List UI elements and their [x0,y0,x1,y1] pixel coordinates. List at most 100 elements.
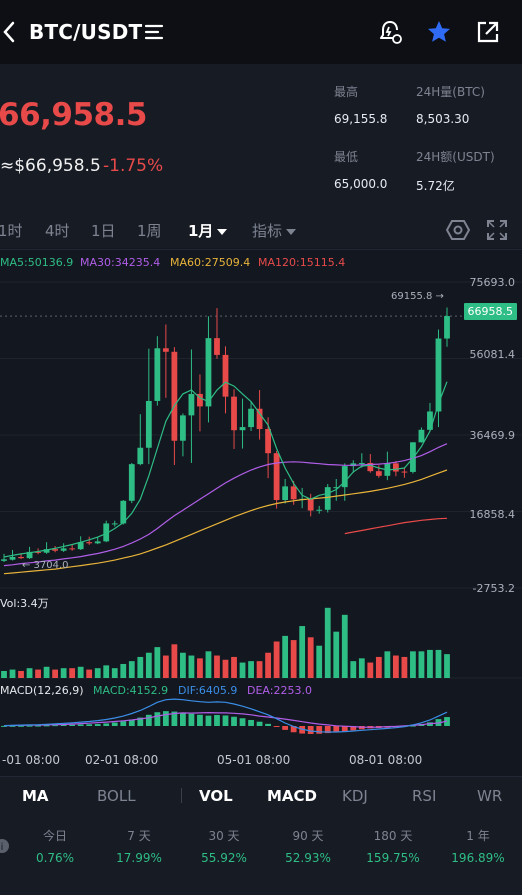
volume-bar [26,668,33,678]
candle-body [214,338,220,355]
candle-body [333,487,340,489]
chevron-down-icon [286,228,297,235]
info-icon[interactable]: i [0,838,10,854]
macd-value: MACD:4152.9 [93,684,169,697]
macd-histogram-bar [222,715,229,726]
perf-label-1y: 1 年 [466,829,490,843]
dea-line [3,711,448,728]
indicator-ma[interactable]: MA [22,787,49,805]
macd-histogram-bar [60,724,67,726]
macd-histogram-bar [307,726,314,734]
candle-body [205,338,212,407]
price-alert-icon[interactable] [376,18,404,46]
indicator-selector [0,776,522,816]
y-axis-label: 56081.4 [469,348,516,361]
macd-histogram-bar [94,724,101,726]
volume-bar [103,665,110,678]
chevron-down-icon [217,228,228,235]
indicator-kdj[interactable]: KDJ [342,787,368,805]
macd-histogram-bar [239,718,246,726]
volume-bar [273,641,280,678]
tab-1d[interactable]: 1日 [91,222,116,240]
fullscreen-icon[interactable] [486,219,508,241]
volume-bar [222,659,229,678]
tab-indicators[interactable]: 指标 [252,220,297,241]
perf-label-180d: 180 天 [373,829,413,843]
volume-bar [145,652,152,678]
volume-bar [35,669,41,678]
dif-line [3,698,448,733]
macd-histogram-bar [128,719,135,726]
macd-histogram-bar [43,725,50,727]
share-icon[interactable] [474,18,502,46]
candle-body [401,471,408,473]
macd-histogram-bar [86,724,93,726]
macd-histogram-bar [316,726,323,734]
y-axis-label: 16858.4 [469,508,516,521]
favorite-star-icon[interactable] [425,18,453,46]
candle-body [231,396,237,431]
volume-bar [137,656,144,678]
perf-value-1y: 196.89% [451,851,505,865]
macd-histogram-bar [231,716,237,726]
candle-body [111,523,118,525]
macd-histogram-bar [350,726,357,731]
tab-1h[interactable]: 1时 [0,222,23,240]
settings-hexagon-icon[interactable] [446,219,470,241]
volume-bar [290,640,297,678]
candle-body [273,453,280,501]
candle-body [180,415,186,441]
volume-bar [316,645,323,678]
indicator-macd[interactable]: MACD [267,787,317,805]
candle-body [197,393,203,407]
tab-1m[interactable]: 1月 [188,220,228,241]
macd-histogram-bar [341,726,348,732]
candle-body [307,498,314,511]
macd-histogram-bar [154,712,161,726]
x-axis-label: 05-01 08:00 [217,753,291,767]
pair-title[interactable]: BTC/USDT [29,20,143,44]
x-axis-label: 08-01 08:00 [349,753,423,767]
candle-body [52,549,59,551]
macd-histogram-bar [1,725,7,727]
ma30-legend: MA30:34235.4 [80,256,161,269]
candle-body [410,442,416,472]
macd-histogram-bar [265,723,271,726]
macd-histogram-bar [9,725,16,727]
candle-body [69,548,76,550]
volume-bar [324,607,331,678]
price-usd-approx: ≈$66,958.5 [0,156,101,176]
macd-histogram-bar [26,725,33,727]
volume-bar [341,614,348,678]
macd-histogram-bar [171,711,178,726]
volume-bar [214,655,220,678]
performance-stats [0,816,522,895]
indicator-vol[interactable]: VOL [199,787,233,805]
macd-histogram-bar [111,722,118,726]
perf-label-90d: 90 天 [292,829,324,843]
kline-chart-area[interactable] [0,249,522,771]
current-price-badge: 66958.5 [463,303,517,320]
volume-bar [435,649,442,678]
vol-usdt-label: 24H额(USDT) [416,150,495,164]
indicator-boll[interactable]: BOLL [97,787,136,805]
perf-value-30d: 55.92% [201,851,247,865]
indicator-rsi[interactable]: RSI [412,787,437,805]
tab-4h[interactable]: 4时 [45,222,70,240]
volume-legend: Vol:3.4万 [0,597,49,610]
candle-body [392,463,399,472]
macd-histogram-bar [205,715,212,726]
menu-list-icon[interactable] [142,20,166,44]
volume-bar [384,651,391,678]
low-marker: ← 3704.0 [22,560,69,571]
volume-bar [18,670,24,678]
candle-body [324,487,331,510]
indicator-wr[interactable]: WR [477,787,503,805]
volume-bar [350,661,357,678]
back-icon[interactable] [2,20,16,44]
tab-1w[interactable]: 1周 [137,222,162,240]
vol-btc-value: 8,503.30 [416,112,470,126]
candle-body [367,462,374,472]
candle-body [145,400,152,448]
volume-bar [162,655,169,678]
